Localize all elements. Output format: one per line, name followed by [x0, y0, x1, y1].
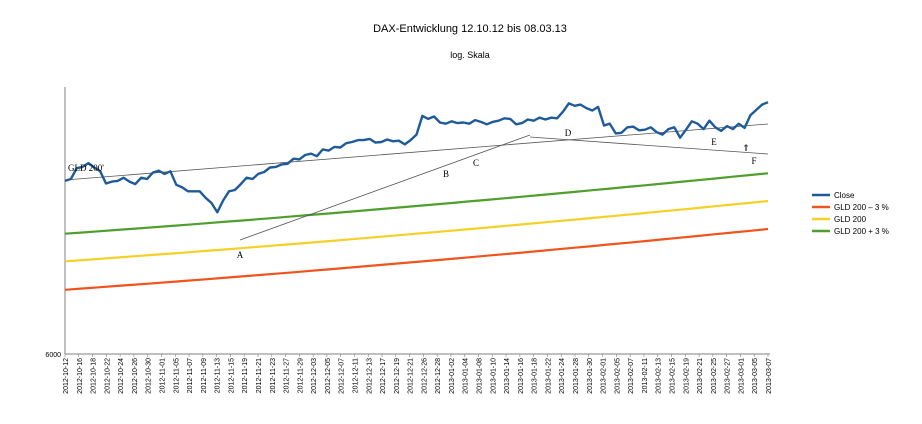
x-tick-label: 2012-11-29	[297, 358, 304, 393]
legend: Close GLD 200 – 3 % GLD 200 GLD 200 + 3 %	[812, 191, 889, 236]
x-tick-label: 2013-02-21	[697, 358, 704, 394]
plot-area: 6000 GLD 200' A B C D E F⇑ 2012-10-12 2012-10-1…	[45, 87, 773, 394]
x-tick-label: 2012-10-26	[132, 358, 139, 394]
x-tick-label: 2012-11-01	[159, 358, 166, 393]
x-tick-label: 2013-01-02	[449, 358, 456, 394]
x-tick-label: 2012-12-11	[352, 358, 359, 393]
x-tick-label: 2013-01-10	[490, 358, 497, 394]
x-tick-label: 2013-01-16	[518, 358, 525, 394]
x-tick-label: 2012-12-26	[421, 358, 428, 394]
legend-label: GLD 200	[834, 215, 867, 224]
x-tick-label: 2012-11-23	[270, 358, 277, 393]
point-label-D: D	[565, 128, 572, 138]
x-tick-label: 2013-01-14	[504, 358, 511, 394]
x-tick-label: 2012-11-13	[215, 358, 222, 393]
gld-annotation: GLD 200'	[68, 163, 104, 173]
point-label-B: B	[443, 169, 449, 179]
x-tick-label: 2013-01-22	[545, 358, 552, 394]
series-line-gld-0	[64, 227, 769, 291]
x-tick-label: 2012-11-27	[284, 358, 291, 393]
x-tick-label: 2012-11-19	[242, 358, 249, 393]
x-tick-label: 2012-11-09	[201, 358, 208, 393]
x-tick-label: 2012-12-19	[394, 358, 401, 394]
x-tick-label: 2012-10-24	[118, 358, 125, 394]
x-tick-label: 2013-01-18	[532, 358, 539, 394]
x-tick-label: 2013-01-28	[573, 358, 580, 394]
point-label-A: A	[237, 250, 244, 260]
legend-label: GLD 200 – 3 %	[834, 203, 889, 212]
x-tick-label: 2013-03-01	[738, 358, 745, 394]
x-tick-label: 2013-02-25	[711, 358, 718, 394]
trend-line-0	[64, 123, 769, 181]
x-tick-label: 2012-12-03	[311, 358, 318, 394]
trend-line-1	[239, 134, 531, 241]
x-tick-label: 2012-12-21	[408, 358, 415, 394]
x-tick-label: 2012-12-07	[339, 358, 346, 394]
x-tick-label: 2012-12-13	[366, 358, 373, 394]
x-tick-label: 2013-02-19	[683, 358, 690, 394]
x-tick-label: 2012-12-05	[325, 358, 332, 394]
x-tick-label: 2013-02-13	[656, 358, 663, 394]
x-tick-label: 2012-10-18	[91, 358, 98, 394]
x-tick-label: 2013-03-07	[766, 358, 773, 394]
x-tick-label: 2012-10-30	[146, 358, 153, 394]
legend-label: GLD 200 + 3 %	[834, 227, 889, 236]
legend-label: Close	[834, 191, 855, 200]
series-line-close	[64, 101, 769, 214]
x-tick-label: 2012-10-12	[63, 358, 70, 394]
x-tick-label: 2012-12-28	[435, 358, 442, 394]
trend-line-2	[529, 136, 769, 155]
x-tick-label: 2013-02-11	[642, 358, 649, 393]
arrow-up-icon: ⇑	[742, 143, 750, 153]
point-label-F: F	[751, 156, 756, 166]
x-tick-label: 2012-12-17	[380, 358, 387, 394]
x-tick-label: 2012-11-07	[187, 358, 194, 393]
x-tick-label: 2013-02-05	[614, 358, 621, 394]
x-tick-label: 2012-11-15	[228, 358, 235, 393]
chart-title: DAX-Entwicklung 12.10.12 bis 08.03.13	[373, 23, 567, 35]
x-tick-label: 2012-11-21	[256, 358, 263, 393]
x-tick-label: 2013-03-05	[752, 358, 759, 394]
x-tick-label: 2013-01-30	[587, 358, 594, 394]
chart-subtitle: log. Skala	[450, 50, 490, 60]
x-tick-label: 2013-01-24	[559, 358, 566, 394]
series-line-gld-2	[64, 172, 769, 235]
x-tick-label: 2013-02-07	[628, 358, 635, 394]
x-tick-label: 2012-10-22	[104, 358, 111, 394]
x-tick-label: 2013-01-04	[463, 358, 470, 394]
point-label-C: C	[473, 158, 479, 168]
x-tick-label: 2013-01-08	[477, 358, 484, 394]
x-tick-label: 2012-10-16	[77, 358, 84, 394]
x-tick-label: 2013-02-27	[725, 358, 732, 394]
series-line-gld-1	[64, 199, 769, 263]
x-tick-label: 2012-11-05	[173, 358, 180, 393]
x-tick-label: 2013-02-15	[670, 358, 677, 394]
y-tick-label: 6000	[45, 352, 61, 359]
point-label-E: E	[711, 137, 717, 147]
x-tick-label: 2013-02-01	[601, 358, 608, 394]
